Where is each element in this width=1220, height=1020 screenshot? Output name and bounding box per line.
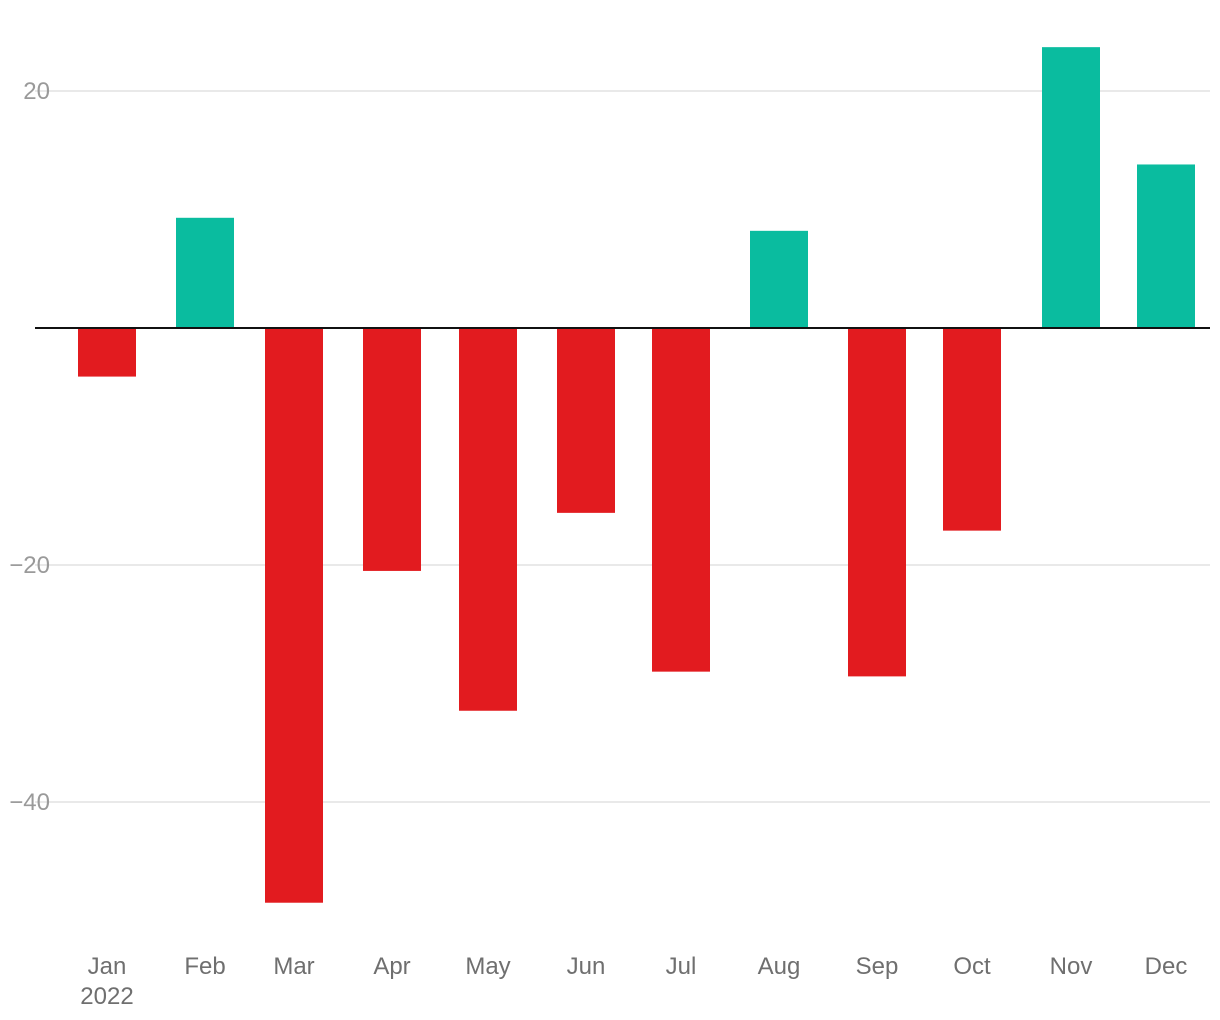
bar-oct: [943, 328, 1001, 531]
bar-may: [459, 328, 517, 711]
x-axis-category-labels: Jan Feb Mar Apr May Jun Jul Aug Sep Oct Nov Dec: [88, 953, 1188, 980]
bar-apr: [363, 328, 421, 571]
y-axis-tick-labels: 20 −20 −40: [9, 78, 50, 816]
x-tick-label: Apr: [373, 953, 410, 980]
y-tick-label: −20: [9, 552, 50, 579]
bar-dec: [1137, 164, 1195, 328]
x-tick-label: Jan: [88, 953, 127, 980]
bar-sep: [848, 328, 906, 677]
x-tick-label: Jun: [567, 953, 606, 980]
bar-nov: [1042, 47, 1100, 328]
x-tick-label: Nov: [1050, 953, 1093, 980]
y-tick-label: 20: [23, 78, 50, 105]
x-tick-label: Feb: [184, 953, 225, 980]
grid-lines: [35, 90, 1210, 803]
bar-feb: [176, 217, 234, 328]
bar-jul: [652, 328, 710, 672]
bars: [78, 47, 1195, 903]
x-tick-label: Sep: [856, 953, 899, 980]
bar-mar: [265, 328, 323, 903]
x-axis-year-label: 2022: [80, 983, 133, 1010]
x-tick-label: Aug: [758, 953, 801, 980]
x-tick-label: Dec: [1145, 953, 1188, 980]
x-tick-label: May: [465, 953, 510, 980]
bar-jan: [78, 328, 136, 377]
y-tick-label: −40: [9, 789, 50, 816]
x-tick-label: Mar: [273, 953, 314, 980]
bar-aug: [750, 230, 808, 328]
x-tick-label: Oct: [953, 953, 991, 980]
bar-jun: [557, 328, 615, 513]
x-tick-label: Jul: [666, 953, 697, 980]
